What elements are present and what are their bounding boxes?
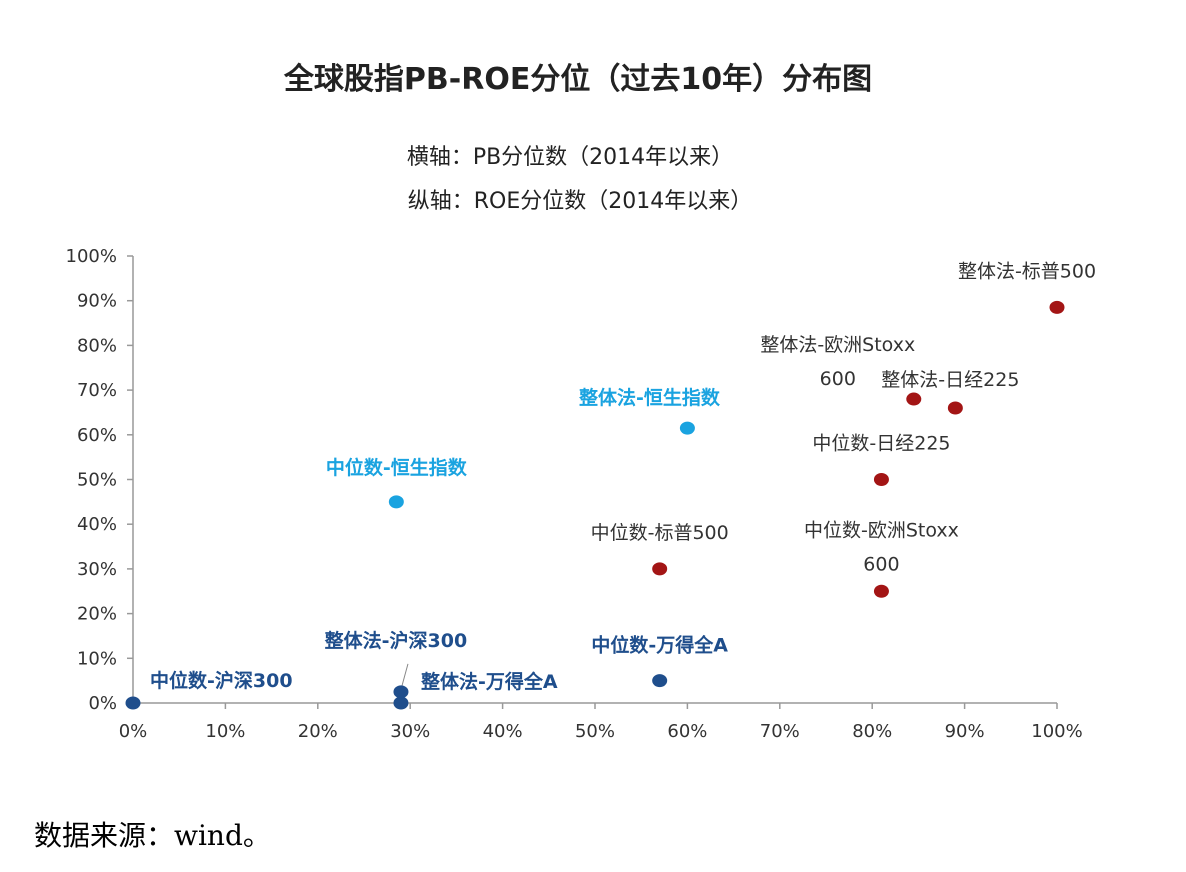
data-points: 整体法-标普500 整体法-欧洲Stoxx 600 整体法-日经225 中位数-日经22… <box>125 260 1096 710</box>
data-point <box>906 392 922 406</box>
data-point <box>393 685 409 699</box>
data-point <box>1049 300 1065 314</box>
y-tick-label: 40% <box>77 514 117 535</box>
point-label: 整体法-万得全A <box>421 670 558 693</box>
point-label: 整体法-沪深300 <box>325 629 468 652</box>
y-axis-subtitle: 纵轴：ROE分位数（2014年以来） <box>408 189 753 214</box>
y-tick-label: 0% <box>88 693 117 714</box>
data-point <box>873 473 889 486</box>
y-tick-label: 10% <box>77 648 117 669</box>
data-point <box>947 401 963 415</box>
x-tick-label: 80% <box>852 721 892 742</box>
point-label: 整体法-欧洲Stoxx <box>760 334 915 356</box>
x-tick-label: 10% <box>205 721 245 742</box>
y-tick-label: 100% <box>66 246 117 267</box>
leader-line <box>401 663 409 686</box>
x-tick-label: 50% <box>575 721 615 742</box>
x-tick-label: 40% <box>483 721 523 742</box>
point-label: 中位数-标普500 <box>591 522 729 544</box>
point-label: 600 <box>820 368 856 390</box>
x-tick-label: 0% <box>119 721 148 742</box>
y-tick-label: 30% <box>77 559 117 580</box>
data-point <box>652 674 668 688</box>
y-tick-label: 20% <box>77 604 117 625</box>
point-label: 中位数-欧洲Stoxx <box>804 519 959 541</box>
data-point <box>873 584 889 598</box>
x-tick-label: 90% <box>945 721 985 742</box>
data-point <box>393 696 409 710</box>
x-tick-label: 30% <box>390 721 430 742</box>
x-axis-subtitle: 横轴：PB分位数（2014年以来） <box>407 145 733 170</box>
x-tick-label: 20% <box>298 721 338 742</box>
data-point <box>388 495 404 509</box>
y-tick-label: 60% <box>77 425 117 446</box>
point-label: 中位数-沪深300 <box>150 669 293 692</box>
point-label: 整体法-恒生指数 <box>579 386 721 409</box>
data-point <box>679 421 695 435</box>
axes: 0% 10% 20% 30% 40% 50% 60% 70% 80% 90% 100% 0% 10% 20… <box>66 246 1083 742</box>
x-tick-label: 100% <box>1031 721 1082 742</box>
point-label: 中位数-恒生指数 <box>326 456 468 479</box>
point-label: 中位数-万得全A <box>591 634 728 657</box>
point-label: 整体法-标普500 <box>958 260 1096 282</box>
x-tick-label: 70% <box>760 721 800 742</box>
data-point <box>652 562 668 576</box>
point-label: 整体法-日经225 <box>881 369 1019 391</box>
chart-title: 全球股指PB-ROE分位（过去10年）分布图 <box>283 62 872 97</box>
data-point <box>125 696 141 710</box>
source-note: 数据来源：wind。 <box>34 819 271 852</box>
x-tick-label: 60% <box>667 721 707 742</box>
y-tick-label: 90% <box>77 291 117 312</box>
y-tick-label: 50% <box>77 470 117 491</box>
y-tick-label: 70% <box>77 380 117 401</box>
point-label: 600 <box>863 553 899 575</box>
y-tick-label: 80% <box>77 335 117 356</box>
point-label: 中位数-日经225 <box>812 433 950 455</box>
